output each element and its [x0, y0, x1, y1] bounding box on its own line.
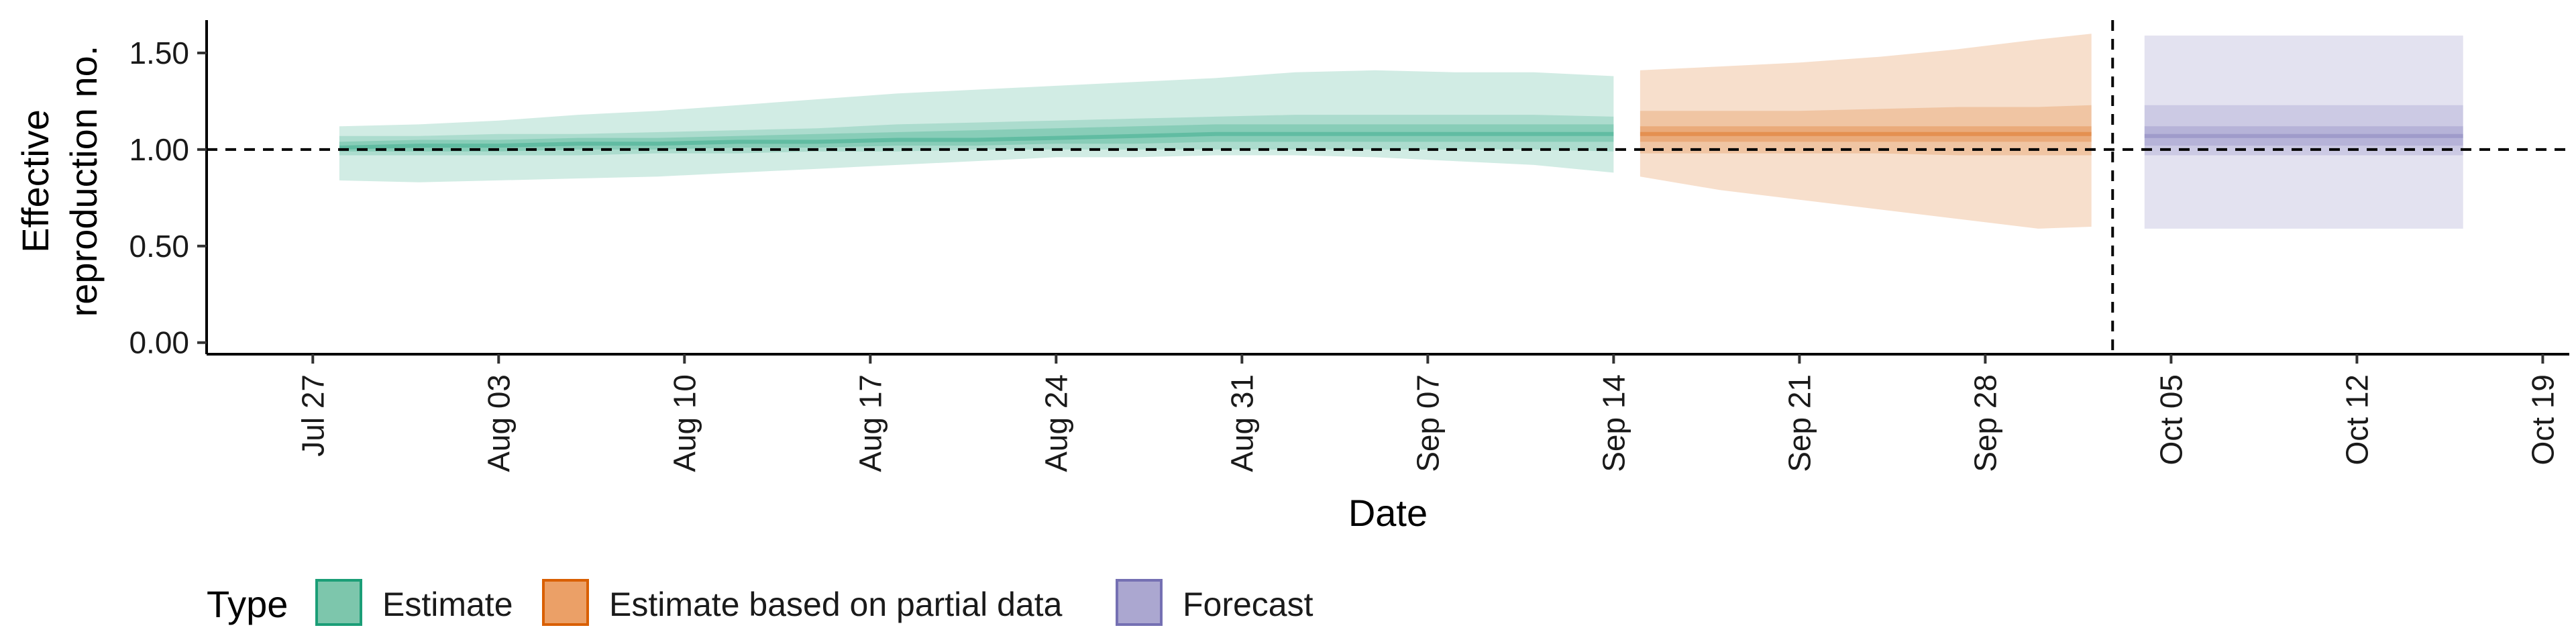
x-axis-title: Date [1348, 492, 1428, 534]
y-axis-title: Effective reproduction no. [14, 46, 105, 317]
series-1 [339, 70, 1614, 182]
band-90 [1640, 105, 2092, 156]
legend-label: Estimate based on partial data [609, 586, 1063, 623]
x-tick-label: Jul 27 [295, 374, 330, 457]
band-ci [1640, 34, 2092, 229]
legend-title: Type [207, 583, 288, 625]
y-ticks: 0.00 0.50 1.00 1.50 [129, 36, 207, 360]
band-90 [2144, 105, 2463, 156]
legend-swatch [315, 579, 362, 626]
y-tick-label: 0.00 [129, 325, 189, 360]
legend-entry: Estimate [315, 579, 513, 626]
band-50 [339, 124, 1614, 152]
x-ticks: Jul 27 Aug 03 Aug 10 Aug 17 Aug 24 Aug 31 Sep … [295, 354, 2560, 472]
y-tick-label: 0.50 [129, 229, 189, 264]
band-50 [2144, 126, 2463, 146]
x-tick-label: Sep 21 [1782, 374, 1817, 472]
x-tick-label: Sep 14 [1596, 374, 1631, 472]
median-line [339, 131, 1614, 150]
x-tick-label: Aug 24 [1038, 374, 1073, 472]
legend-swatch [1116, 579, 1163, 626]
band-50 [1640, 126, 2092, 142]
legend-entry: Estimate based on partial data [542, 579, 1063, 626]
band-90 [339, 115, 1614, 156]
y-axis-title-line-1: Effective [14, 109, 56, 253]
series-3 [2144, 36, 2463, 229]
legend: Type Estimate Estimate based on partial d… [207, 579, 1313, 626]
x-tick-label: Aug 03 [481, 374, 516, 472]
x-tick-label: Oct 12 [2339, 374, 2374, 466]
x-tick-label: Aug 31 [1224, 374, 1259, 472]
x-tick-label: Sep 07 [1410, 374, 1445, 472]
legend-label: Forecast [1183, 586, 1313, 623]
y-axis-title-line-2: reproduction no. [62, 46, 105, 317]
x-tick-label: Oct 05 [2153, 374, 2188, 466]
legend-entry: Forecast [1116, 579, 1313, 626]
x-tick-label: Oct 19 [2525, 374, 2560, 466]
legend-swatch [542, 579, 589, 626]
series-2 [1640, 34, 2092, 229]
chart-axes [205, 20, 2569, 356]
legend-label: Estimate [382, 586, 513, 623]
x-tick-label: Aug 10 [667, 374, 702, 472]
band-ci [339, 70, 1614, 182]
x-tick-label: Aug 17 [853, 374, 888, 472]
y-tick-label: 1.00 [129, 132, 189, 167]
y-tick-label: 1.50 [129, 36, 189, 70]
x-tick-label: Sep 28 [1968, 374, 2002, 472]
chart-bands [339, 34, 2463, 229]
band-ci [2144, 36, 2463, 229]
